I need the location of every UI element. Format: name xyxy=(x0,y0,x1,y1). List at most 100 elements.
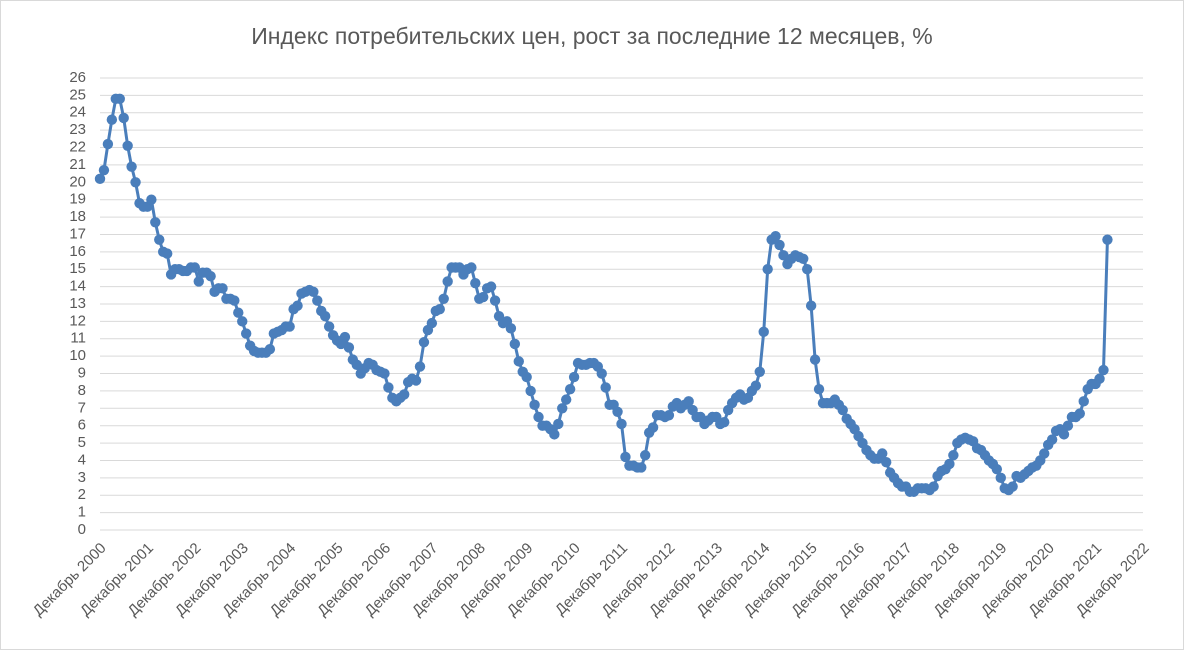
point xyxy=(513,356,524,367)
point xyxy=(1007,481,1018,492)
point xyxy=(620,451,631,463)
point xyxy=(813,383,825,395)
point xyxy=(284,321,295,332)
y-tick-label: 8 xyxy=(78,382,86,399)
point xyxy=(102,138,114,150)
y-tick-label: 13 xyxy=(69,295,86,312)
point xyxy=(809,354,821,365)
point xyxy=(640,450,651,461)
point xyxy=(466,262,477,273)
point xyxy=(750,380,762,391)
point xyxy=(161,248,173,259)
y-tick-label: 4 xyxy=(78,451,86,468)
point xyxy=(438,293,449,304)
point xyxy=(339,331,351,343)
point xyxy=(193,276,204,287)
y-tick-label: 23 xyxy=(69,121,86,138)
point xyxy=(319,310,331,322)
point xyxy=(612,406,623,417)
y-tick-label: 17 xyxy=(69,225,86,242)
point xyxy=(399,389,410,400)
point xyxy=(600,382,611,393)
point xyxy=(485,281,497,292)
point xyxy=(292,300,303,311)
point xyxy=(616,418,627,430)
y-tick-label: 18 xyxy=(69,208,86,225)
point xyxy=(205,270,216,282)
y-tick-label: 9 xyxy=(78,365,86,382)
point xyxy=(237,316,248,327)
point xyxy=(351,359,362,371)
point xyxy=(383,382,394,393)
point xyxy=(798,253,809,264)
point xyxy=(719,417,730,428)
point xyxy=(636,462,647,473)
point xyxy=(801,264,813,275)
y-tick-label: 0 xyxy=(78,521,86,538)
point xyxy=(944,458,955,470)
point xyxy=(229,295,240,306)
point xyxy=(877,448,888,459)
point xyxy=(557,403,568,414)
point xyxy=(122,140,133,151)
point xyxy=(948,450,959,461)
point xyxy=(126,161,137,172)
point xyxy=(533,411,544,423)
point xyxy=(1046,434,1058,445)
point xyxy=(323,321,335,332)
point xyxy=(549,429,560,440)
point xyxy=(146,194,157,205)
point xyxy=(308,286,319,298)
point xyxy=(233,307,244,318)
point xyxy=(762,264,773,275)
point xyxy=(805,300,817,311)
y-tick-label: 22 xyxy=(69,139,86,156)
point xyxy=(410,375,422,386)
y-tick-label: 19 xyxy=(69,191,86,208)
point xyxy=(778,250,789,261)
y-tick-label: 11 xyxy=(70,330,86,347)
point xyxy=(1102,234,1113,245)
point xyxy=(509,338,521,350)
point xyxy=(1058,429,1070,440)
y-tick-label: 25 xyxy=(69,86,86,103)
point xyxy=(106,114,118,125)
point xyxy=(683,396,694,407)
point xyxy=(379,368,390,379)
point xyxy=(414,361,426,372)
y-tick-label: 2 xyxy=(78,486,86,503)
point xyxy=(521,371,532,383)
point xyxy=(560,394,572,405)
y-tick-label: 6 xyxy=(78,417,86,434)
point xyxy=(774,239,785,251)
point xyxy=(596,368,607,379)
chart-title: Индекс потребительских цен, рост за посл… xyxy=(251,23,933,49)
point xyxy=(114,93,125,105)
point xyxy=(442,276,453,287)
point xyxy=(663,410,675,421)
y-tick-label: 10 xyxy=(69,347,86,364)
point xyxy=(881,457,892,468)
point xyxy=(470,277,481,289)
point xyxy=(312,295,323,306)
point xyxy=(647,422,659,433)
point xyxy=(568,371,580,383)
point xyxy=(1039,448,1050,459)
y-tick-label: 5 xyxy=(78,434,86,451)
point xyxy=(418,337,430,348)
y-tick-label: 15 xyxy=(69,260,86,277)
y-tick-label: 20 xyxy=(69,173,86,190)
point xyxy=(189,262,201,273)
point xyxy=(1062,420,1074,431)
point xyxy=(1094,373,1105,384)
y-tick-label: 14 xyxy=(69,278,86,295)
point xyxy=(505,323,517,334)
point xyxy=(130,177,141,188)
point xyxy=(343,342,355,353)
y-tick-label: 21 xyxy=(69,156,86,173)
point xyxy=(426,317,438,329)
point xyxy=(434,304,445,315)
point xyxy=(928,481,939,492)
point xyxy=(489,295,501,306)
